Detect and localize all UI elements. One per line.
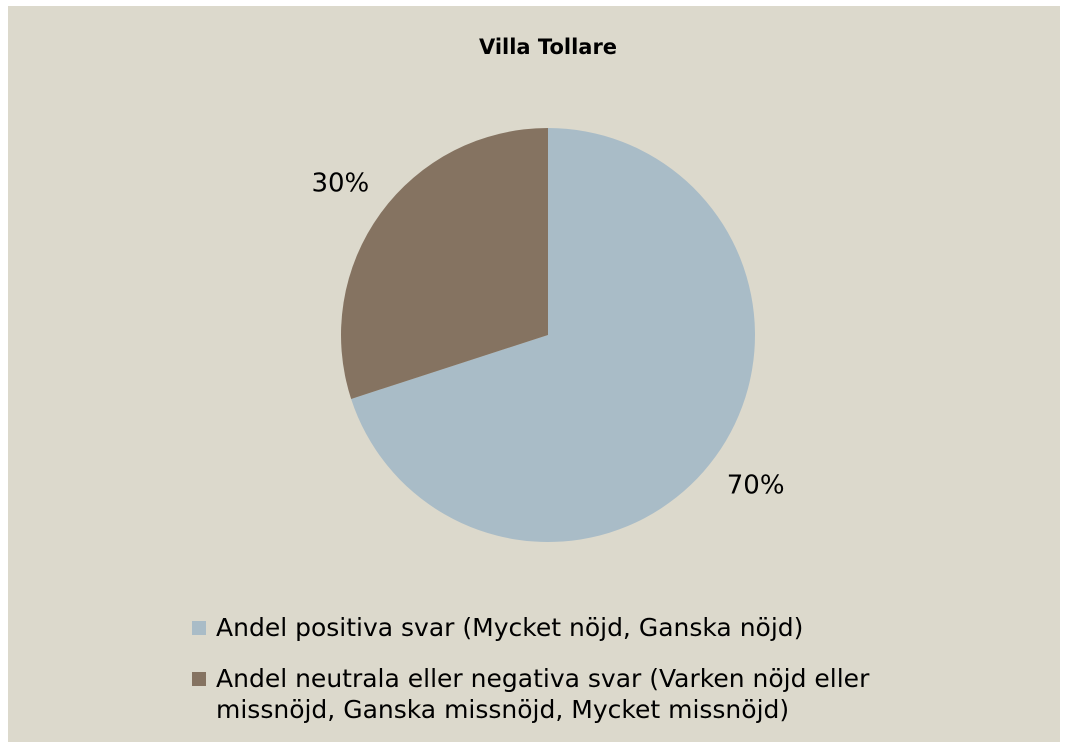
legend-swatch [192,621,206,635]
chart: Villa Tollare 70% 30% [311,35,785,542]
data-label: 30% [311,169,369,199]
pie-slice [340,128,548,399]
data-label: 70% [727,470,785,500]
legend-entry: Andel neutrala eller negativa svar (Vark… [192,663,952,725]
legend-swatch [192,672,206,686]
chart-title: Villa Tollare [479,35,617,59]
legend-label: Andel neutrala eller negativa svar (Vark… [216,664,870,724]
pie-slice [351,128,755,542]
legend-entry: Andel positiva svar (Mycket nöjd, Ganska… [192,612,952,643]
legend: Andel positiva svar (Mycket nöjd, Ganska… [192,612,952,745]
chart-area: Villa Tollare 70% 30% Andel positiva svar… [8,6,1060,742]
legend-label: Andel positiva svar (Mycket nöjd, Ganska… [216,613,804,642]
